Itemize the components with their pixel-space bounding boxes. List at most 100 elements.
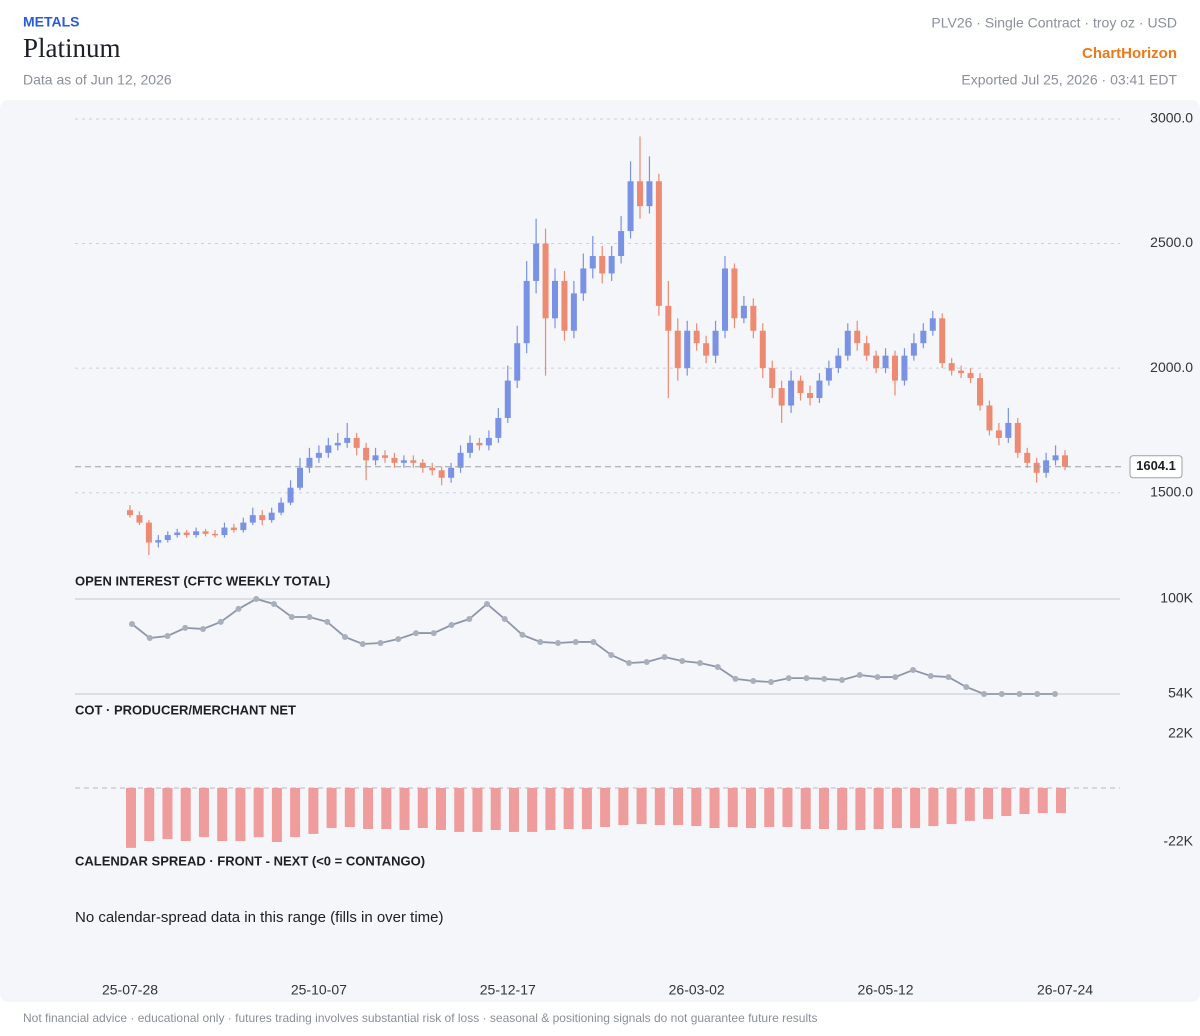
oi-point: [235, 605, 242, 612]
candle-body: [334, 442, 341, 446]
candle-body: [363, 447, 370, 461]
bar: [691, 788, 702, 827]
oi-point: [306, 613, 313, 620]
oi-point: [590, 638, 597, 645]
oi-point: [856, 672, 863, 678]
oi-point: [146, 635, 153, 642]
as-of: Data as of Jun 12, 2026: [23, 72, 172, 88]
candle-body: [599, 256, 606, 274]
bar: [764, 788, 775, 828]
oi-point: [661, 654, 668, 661]
oi-point: [679, 657, 686, 664]
candle-body: [637, 181, 643, 207]
bar: [837, 788, 848, 830]
candle-body: [731, 268, 738, 319]
oi-point: [537, 638, 544, 645]
oi-point: [1052, 691, 1058, 697]
x-tick-label: 25-10-07: [291, 982, 347, 998]
candle-body: [693, 330, 700, 344]
y-tick-label: 2000.0: [1150, 359, 1193, 375]
oi-point: [714, 663, 721, 670]
candle-body: [769, 368, 776, 389]
bar: [910, 788, 921, 829]
candle-body: [164, 535, 171, 541]
oi-point: [377, 639, 384, 646]
candle-body: [722, 268, 728, 331]
candle-body: [240, 522, 247, 531]
candle-body: [570, 293, 577, 331]
oi-point: [217, 618, 224, 625]
bar: [946, 788, 957, 825]
oi-point: [395, 636, 402, 643]
bar: [1019, 788, 1030, 815]
bar: [253, 788, 264, 838]
oi-point: [750, 677, 757, 684]
candle-body: [145, 522, 152, 543]
bar: [417, 788, 428, 829]
oi-point: [643, 658, 650, 665]
candle-body: [835, 355, 842, 369]
bar: [490, 788, 501, 830]
bar: [290, 788, 301, 838]
bar: [983, 788, 994, 819]
candle-body: [230, 527, 237, 531]
oi-point: [963, 683, 970, 690]
oi-point: [874, 674, 881, 681]
candle-body: [646, 181, 653, 207]
candle-body: [193, 531, 200, 536]
page-title: Platinum: [23, 33, 121, 63]
oi-point: [164, 632, 171, 639]
candle-body: [325, 445, 332, 453]
bar: [855, 788, 866, 830]
oi-point: [945, 674, 952, 681]
candle-body: [419, 462, 426, 468]
candle-body: [589, 256, 596, 269]
y-tick-label: 2500.0: [1150, 234, 1193, 250]
bar: [928, 788, 939, 827]
bar: [235, 788, 246, 842]
bar: [654, 788, 665, 826]
bar: [563, 788, 574, 829]
candle-body: [920, 330, 927, 344]
candle-body: [665, 305, 672, 331]
bar: [326, 788, 337, 829]
candle-body: [467, 442, 473, 453]
contract-info: PLV26 · Single Contract · troy oz · USD: [931, 15, 1177, 31]
candle-body: [174, 532, 181, 536]
x-tick-label: 26-03-02: [669, 982, 725, 998]
empty-message: No calendar-spread data in this range (f…: [75, 909, 444, 926]
candle-body: [278, 502, 285, 513]
oi-point: [1016, 691, 1023, 697]
bar: [271, 788, 282, 842]
oi-point: [182, 624, 189, 631]
candle-body: [1062, 455, 1068, 467]
oi-point: [288, 613, 295, 620]
candle-body: [344, 437, 351, 443]
candle-body: [958, 370, 965, 374]
candle-body: [533, 243, 540, 281]
x-tick-label: 26-05-12: [858, 982, 914, 998]
candle-body: [703, 343, 710, 356]
x-tick-label: 26-07-24: [1037, 982, 1093, 998]
candle-body: [1052, 455, 1059, 461]
candle-body: [438, 470, 445, 478]
candle-body: [977, 378, 983, 406]
candle-body: [844, 330, 851, 356]
bar: [436, 788, 446, 830]
oi-point: [501, 616, 508, 623]
candle-body: [901, 355, 908, 381]
candle-body: [863, 343, 870, 356]
bar: [508, 788, 519, 832]
candle-body: [183, 532, 190, 536]
bar: [180, 788, 191, 842]
oi-point: [555, 639, 561, 646]
y-tick-label: 54K: [1168, 685, 1194, 701]
oi-point: [821, 675, 828, 682]
oi-point: [697, 660, 703, 667]
candle-body: [910, 343, 917, 356]
oi-point: [803, 675, 810, 682]
oi-point: [448, 622, 455, 629]
candle-body: [684, 330, 691, 369]
candle-body: [750, 305, 757, 331]
candle-body: [259, 515, 266, 521]
